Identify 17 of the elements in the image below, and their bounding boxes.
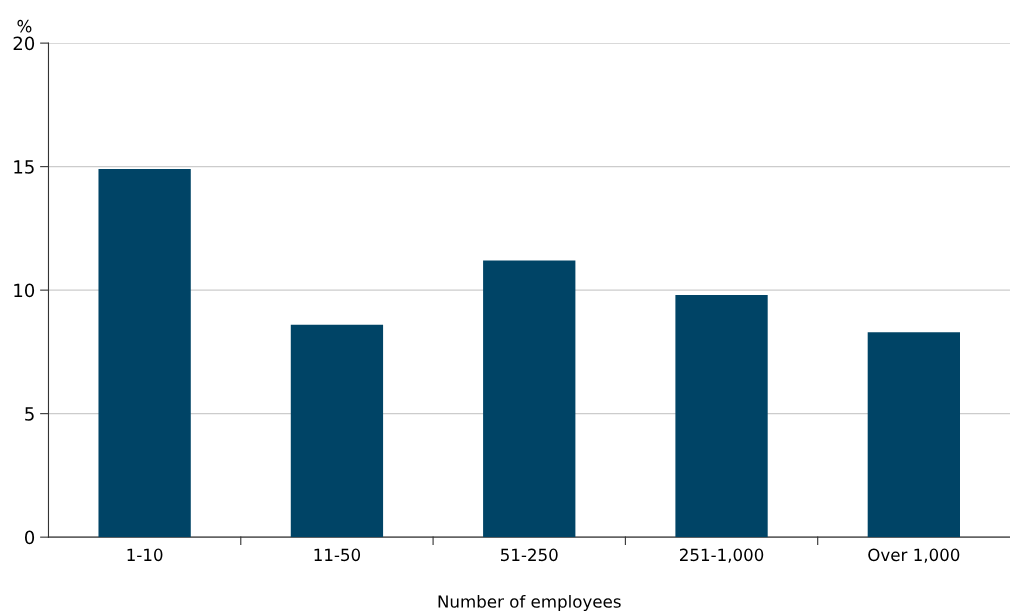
bar [675,295,768,538]
x-tick-label: 51-250 [501,548,558,562]
bar [98,169,191,538]
x-tick-label: 1-10 [127,548,163,562]
bar [290,324,384,538]
y-axis-title: % [17,19,32,33]
x-tick-label: Over 1,000 [868,548,960,563]
y-tick-label: 10 [14,283,35,298]
y-tick-label: 15 [14,160,34,174]
bar [867,332,960,538]
bar [483,260,576,538]
x-tick-label: 251-1,000 [680,548,764,563]
x-tick-label: 11-50 [314,548,361,562]
y-tick-label: 20 [13,36,35,51]
y-tick-label: 0 [24,530,35,545]
y-tick-label: 5 [25,407,34,421]
x-axis-title: Number of employees [438,594,621,612]
